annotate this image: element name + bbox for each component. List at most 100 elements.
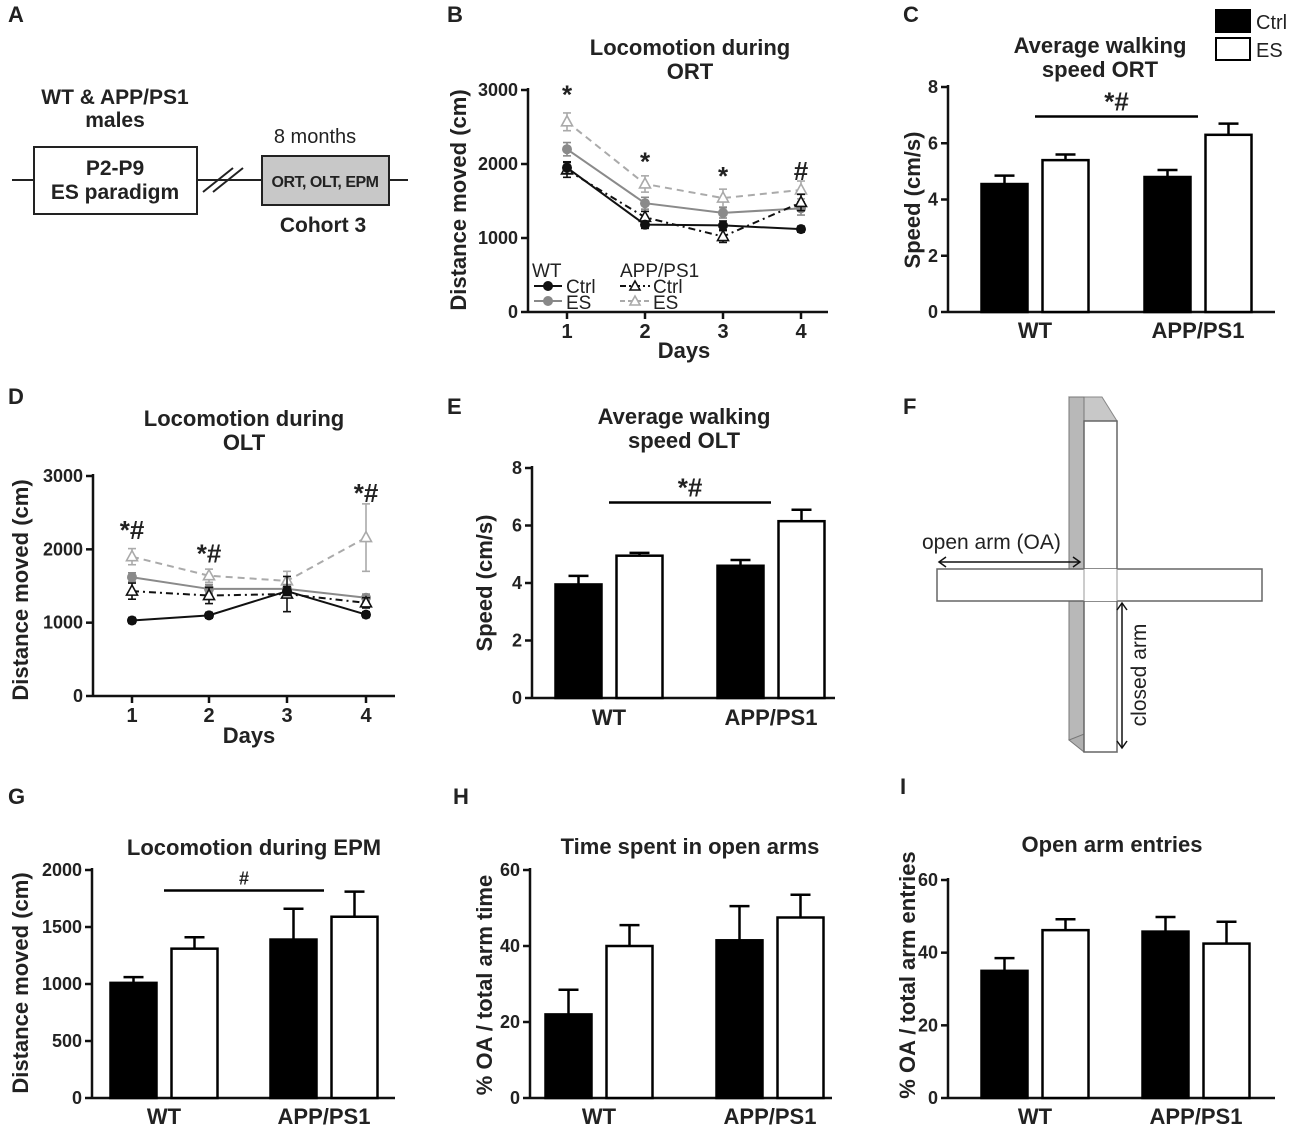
chart-d-title-line-2: OLT [223,430,266,455]
legend-wt-ctrl-marker [543,281,553,291]
bar-ctrl-wt [980,182,1029,314]
chart-g-x-tick-label: WT [147,1104,182,1129]
bar-ctrl-app-ps1 [715,939,764,1100]
bar-ctrl-wt [544,1013,593,1100]
open-arm-label: open arm (OA) [922,531,1061,554]
legend-ctrl-swatch [1215,9,1251,33]
bar-ctrl-wt [554,583,603,700]
chart-c-x-tick-label: APP/PS1 [1152,318,1245,343]
legend-app-es-marker [628,294,642,306]
panel-label-i: I [900,774,906,799]
data-point-wt-es [640,198,650,209]
chart-g-y-tick-label: 500 [52,1031,82,1051]
bar-es-app-ps1 [777,519,826,700]
group-label-line2: males [85,109,145,132]
legend-app-ctrl-marker [628,279,642,291]
series-line-app-ps1-ctrl [566,169,802,238]
chart-c-title-line-2: speed ORT [1042,57,1159,82]
chart-g-y-tick-label: 0 [72,1088,82,1108]
chart-e-y-tick-label: 6 [512,516,522,536]
chart-e-y-tick-label: 0 [512,688,522,708]
chart-c-title-line-1: Average walking [1014,33,1187,58]
chart-b-title-line-2: ORT [667,59,714,84]
bar-legend: Ctrl ES [1215,9,1287,62]
age-label: 8 months [274,126,356,148]
panel-label-e: E [447,394,462,419]
chart-c-y-tick-label: 4 [928,190,938,210]
chart-h-y-tick-label: 0 [510,1088,520,1108]
data-point-wt-ctrl [127,615,137,626]
bar-es-app-ps1 [1204,133,1253,314]
data-point-app-ps1-es [638,176,652,189]
data-point-wt-ctrl [796,224,806,235]
chart-d-y-tick-label: 2000 [43,539,83,559]
data-point-app-ps1-es [125,549,139,562]
chart-b-y-axis-label: Distance moved (cm) [446,89,471,310]
data-point-app-ps1-ctrl [359,595,373,608]
series-line-app-ps1-es [131,536,367,582]
panel-f-maze: F open arm (OA) closed arm [903,394,1263,753]
chart-d-x-tick-label: 2 [203,705,214,727]
chart-h: H Time spent in open arms 0 20 40 60% OA / t… [453,784,832,1129]
data-point-wt-es [562,144,572,155]
chart-g-y-tick-label: 1000 [42,974,82,994]
data-point-wt-ctrl [361,609,371,620]
bar-es-wt [170,947,219,1100]
chart-b-x-tick-label: 3 [717,321,728,343]
chart-g-title-line-1: Locomotion during EPM [127,835,381,860]
chart-c-y-axis-label: Speed (cm/s) [900,132,925,269]
chart-d-y-tick-label: 1000 [43,613,83,633]
chart-b-title-line-1: Locomotion during [590,35,790,60]
data-point-wt-ctrl [282,586,292,597]
data-point-app-ps1-es [202,568,216,581]
data-point-app-ps1-es [560,114,574,127]
chart-i-y-axis-label: % OA / total arm entries [895,851,920,1098]
bar-es-app-ps1 [776,916,825,1100]
panel-label-c: C [903,2,919,27]
chart-b-legend: WT APP/PS1 Ctrl ES Ctrl ES [532,261,699,314]
chart-e-y-tick-label: 8 [512,458,522,478]
legend-ctrl-label: Ctrl [1256,12,1287,34]
chart-e-title-line-1: Average walking [598,404,771,429]
chart-g: G Locomotion during EPM 0 500 1000 1500 2000 D… [8,784,395,1129]
series-line-wt-es [131,576,367,599]
time-break-mark-1 [202,167,234,193]
chart-e-y-tick-label: 2 [512,631,522,651]
chart-d-x-tick-label: 1 [126,705,137,727]
data-point-app-ps1-ctrl [125,583,139,596]
chart-i-x-tick-label: WT [1018,1104,1053,1129]
chart-d-y-axis-label: Distance moved (cm) [8,479,33,700]
chart-b-x-axis-label: Days [658,338,711,363]
es-box-line1: P2-P9 [86,157,144,180]
chart-b-y-tick-label: 2000 [478,154,518,174]
data-point-app-ps1-ctrl [794,194,808,208]
chart-b-x-tick-label: 2 [639,321,650,343]
significance-marker: # [794,156,809,186]
chart-h-title-line-1: Time spent in open arms [561,834,820,859]
open-arm-arrowhead-right [1072,556,1082,568]
chart-i: I Open arm entries 0 20 40 60% OA / total ar… [895,774,1275,1129]
legend-es-label: ES [1256,40,1283,62]
significance-marker: *# [120,515,145,545]
bar-ctrl-app-ps1 [1141,930,1190,1100]
chart-h-y-tick-label: 20 [500,1012,520,1032]
legend-app-ctrl-label: Ctrl [653,277,683,298]
closed-arm-arrowhead-top [1116,601,1128,611]
data-point-app-ps1-ctrl [716,228,730,242]
chart-b-x-tick-label: 1 [561,321,572,343]
chart-i-y-tick-label: 0 [928,1088,938,1108]
chart-e-x-tick-label: APP/PS1 [725,705,818,730]
bar-ctrl-app-ps1 [716,564,765,700]
chart-i-x-tick-label: APP/PS1 [1150,1104,1243,1129]
time-break-mark-2 [212,167,244,193]
data-point-wt-ctrl [640,219,650,230]
bar-es-app-ps1 [330,915,379,1100]
data-point-app-ps1-ctrl [202,587,216,601]
behavior-tests-label: ORT, OLT, EPM [272,174,379,191]
chart-d-x-tick-label: 4 [360,705,372,727]
chart-g-y-tick-label: 1500 [42,917,82,937]
